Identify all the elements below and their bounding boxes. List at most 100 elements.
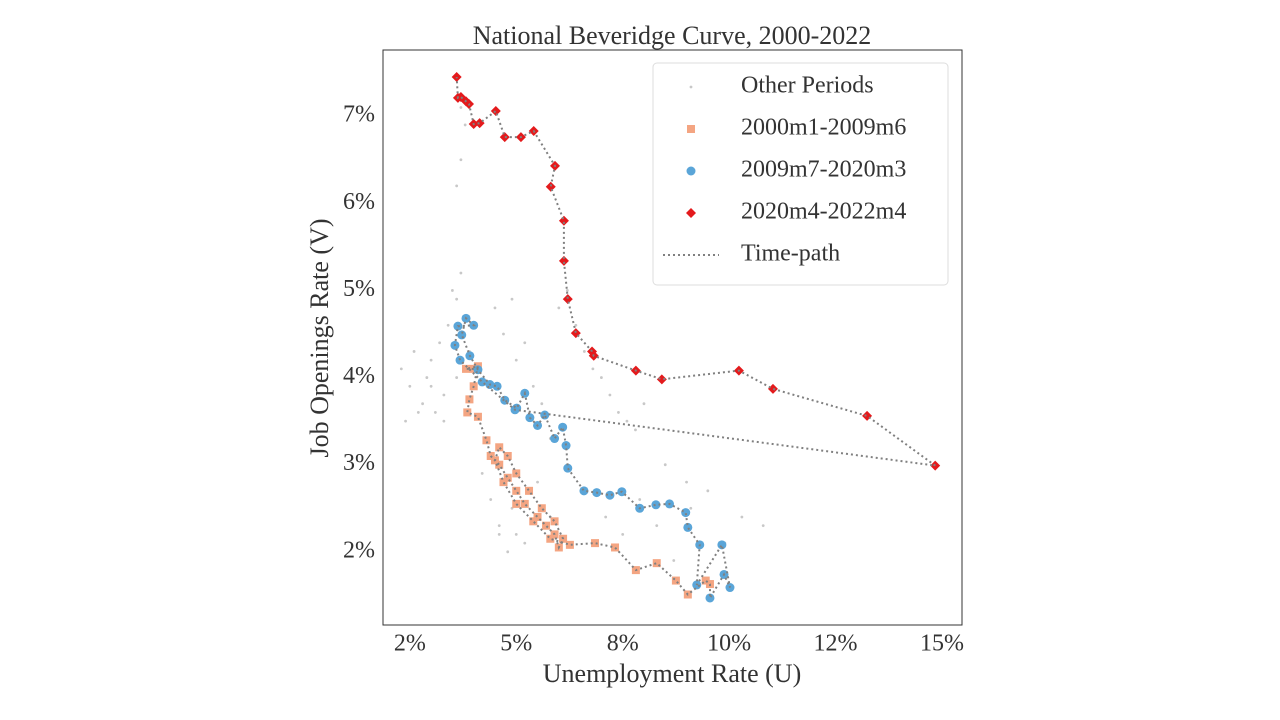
- point: [701, 576, 710, 585]
- point: [523, 541, 527, 545]
- point: [495, 443, 504, 452]
- point: [463, 123, 467, 127]
- point: [477, 377, 487, 387]
- y-tick-label: 4%: [343, 363, 375, 389]
- point: [455, 297, 459, 301]
- point: [482, 436, 491, 445]
- y-tick-label: 7%: [343, 102, 375, 128]
- point: [533, 512, 542, 521]
- point: [537, 504, 546, 513]
- point: [608, 393, 612, 397]
- point: [473, 412, 482, 421]
- point: [455, 376, 459, 379]
- x-tick-label: 10%: [707, 631, 751, 657]
- chart-title: National Beveridge Curve, 2000-2022: [473, 21, 872, 50]
- point: [634, 428, 637, 432]
- point: [558, 215, 569, 226]
- point: [459, 271, 463, 275]
- y-tick-label: 3%: [343, 450, 375, 476]
- point: [425, 376, 429, 379]
- point: [642, 402, 646, 406]
- point: [457, 330, 467, 340]
- point: [497, 532, 501, 536]
- point: [689, 506, 693, 510]
- y-tick-label: 2%: [343, 537, 375, 563]
- point: [404, 419, 407, 423]
- point: [450, 289, 454, 292]
- point: [652, 559, 661, 568]
- point: [510, 297, 514, 301]
- point: [685, 480, 688, 484]
- point: [611, 543, 620, 552]
- point: [514, 532, 518, 536]
- point: [550, 434, 560, 444]
- point: [582, 350, 586, 353]
- point: [558, 255, 569, 266]
- point: [617, 411, 620, 414]
- point: [416, 411, 420, 414]
- point: [705, 580, 714, 589]
- point: [523, 341, 527, 345]
- point: [600, 376, 603, 379]
- point: [672, 559, 676, 562]
- x-tick-label: 15%: [920, 631, 964, 657]
- point: [502, 332, 505, 336]
- point: [459, 106, 463, 109]
- point: [562, 294, 573, 305]
- point: [651, 500, 661, 510]
- point: [545, 181, 556, 192]
- point: [862, 410, 873, 421]
- point: [563, 463, 573, 473]
- point: [625, 419, 629, 423]
- point: [761, 524, 765, 528]
- point: [681, 508, 691, 518]
- point: [462, 364, 471, 373]
- point: [767, 383, 778, 394]
- point: [570, 328, 581, 339]
- point: [656, 374, 667, 385]
- x-tick-label: 2%: [394, 631, 426, 657]
- point: [740, 515, 744, 519]
- point: [438, 341, 442, 345]
- legend: Other Periods 2000m1-2009m6 2009m7-2020m3 2…: [652, 62, 949, 286]
- y-axis-label: Job Openings Rate (V): [305, 218, 334, 457]
- point: [687, 125, 695, 133]
- legend-label: 2009m7-2020m3: [741, 157, 906, 183]
- point: [557, 306, 561, 310]
- x-tick-label: 12%: [814, 631, 858, 657]
- point: [591, 367, 595, 371]
- point: [429, 358, 433, 362]
- point: [550, 517, 559, 526]
- y-tick-label: 5%: [343, 276, 375, 302]
- point: [529, 517, 538, 526]
- point: [565, 289, 569, 292]
- point: [561, 441, 571, 451]
- point: [536, 480, 539, 484]
- point: [546, 534, 555, 543]
- x-axis-label: Unemployment Rate (U): [543, 659, 802, 688]
- point: [621, 532, 625, 536]
- point: [480, 472, 484, 475]
- point: [514, 358, 518, 362]
- plot-frame: [382, 49, 963, 626]
- point: [706, 489, 710, 493]
- point: [506, 550, 510, 554]
- point: [433, 411, 437, 414]
- point: [446, 323, 450, 327]
- point: [459, 158, 463, 162]
- point: [683, 522, 693, 532]
- x-tick-label: 8%: [607, 631, 639, 657]
- point: [565, 540, 574, 549]
- legend-label: Other Periods: [741, 73, 874, 99]
- legend-label: Time-path: [741, 241, 840, 267]
- point: [493, 306, 497, 310]
- y-tick-label: 6%: [343, 189, 375, 215]
- point: [490, 105, 501, 116]
- point: [531, 384, 535, 388]
- legend-box: [652, 62, 949, 286]
- point: [429, 384, 433, 388]
- time-path: [453, 76, 936, 602]
- legend-label: 2020m4-2022m4: [741, 199, 906, 225]
- point: [497, 524, 501, 528]
- point: [671, 576, 680, 585]
